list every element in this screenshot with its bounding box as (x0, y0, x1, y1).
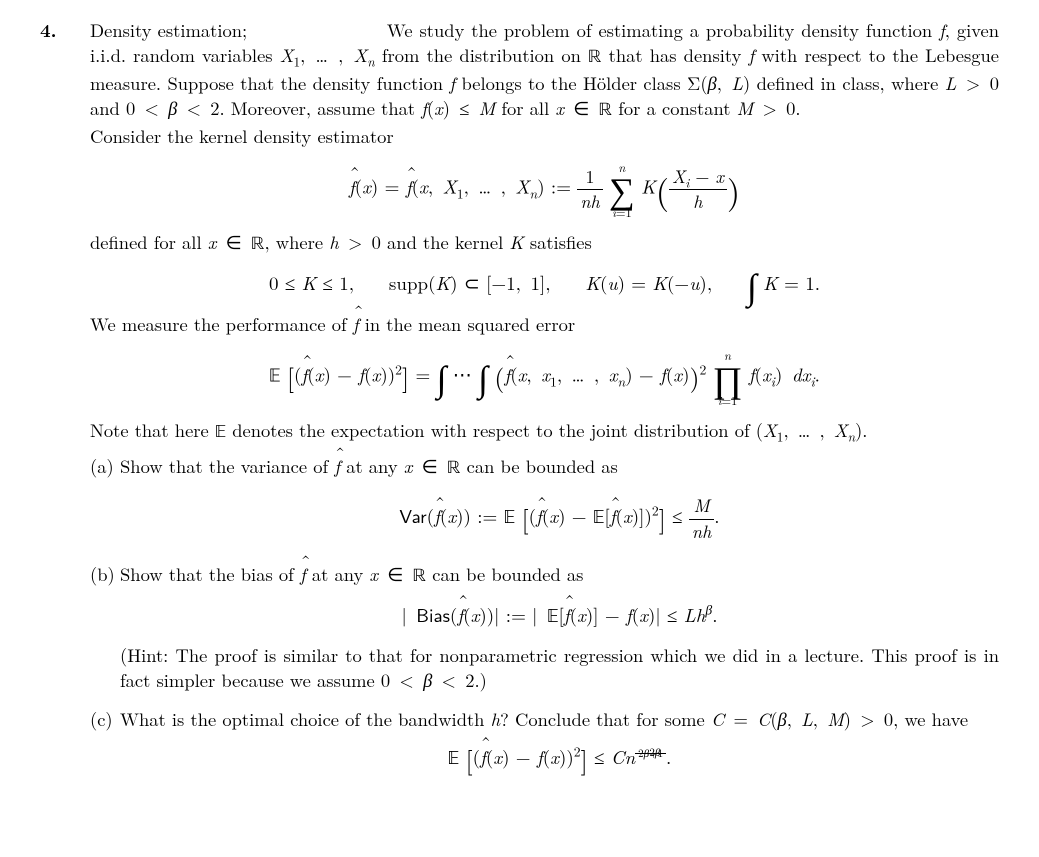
equation-kernel-conditions: 0 ≤ K ≤ 1, supp(K) ⊂ [−1, 1], K(u) = K(−… (90, 270, 999, 300)
equation-variance-bound: Var(f(x)) := 𝔼 [(f(x) − 𝔼[f(x)])2] ≤ Mnh… (120, 494, 999, 544)
problem-number: 4. (40, 18, 90, 43)
subpart-label: (a) (90, 454, 120, 479)
subpart-body: Show that the bias of f at any x ∈ ℝ can… (120, 562, 999, 701)
problem-body: Density estimation; We study the problem… (90, 18, 999, 790)
subpart-label: (c) (90, 707, 120, 732)
equation-bias-bound: | Bias(f(x))| := | 𝔼[f(x)] − f(x)| ≤ Lhβ… (120, 602, 999, 631)
page: 4. Density estimation; We study the prob… (0, 0, 1039, 857)
problem-headword: Density estimation; (90, 18, 380, 43)
subpart-body: Show that the variance of f at any x ∈ ℝ… (120, 454, 999, 556)
subpart-c: (c) What is the optimal choice of the ba… (90, 707, 999, 785)
after-estimator-text: defined for all x ∈ ℝ, where h > 0 and t… (90, 230, 999, 258)
before-mse-text: We measure the performance of f in the m… (90, 312, 999, 337)
subpart-a: (a) Show that the variance of f at any x… (90, 454, 999, 556)
subpart-b: (b) Show that the bias of f at any x ∈ ℝ… (90, 562, 999, 701)
subpart-c-text: What is the optimal choice of the bandwi… (120, 707, 999, 732)
subpart-b-hint: (Hint: The proof is similar to that for … (120, 643, 999, 693)
subparts-list: (a) Show that the variance of f at any x… (90, 454, 999, 784)
subpart-label: (b) (90, 562, 120, 587)
equation-estimator: f(x) = f(x, X1, … , Xn) := 1nh n∑i=1 K(X… (90, 161, 999, 218)
equation-final-rate: 𝔼 [(f(x) − f(x))2] ≤ Cn−2β2β+1. (120, 744, 999, 773)
subpart-body: What is the optimal choice of the bandwi… (120, 707, 999, 785)
subpart-a-text: Show that the variance of f at any x ∈ ℝ… (120, 454, 999, 482)
intro-paragraph-1: Density estimation; We study the problem… (90, 18, 999, 124)
intro-paragraph-2: Consider the kernel density estimator (90, 124, 999, 149)
subpart-b-text: Show that the bias of f at any x ∈ ℝ can… (120, 562, 999, 590)
problem-4: 4. Density estimation; We study the prob… (40, 18, 999, 790)
equation-mse: 𝔼 [(f(x) − f(x))2] = ∫ ⋯ ∫ (f(x, x1, … ,… (90, 349, 999, 406)
after-mse-text: Note that here 𝔼 denotes the expectation… (90, 418, 999, 446)
